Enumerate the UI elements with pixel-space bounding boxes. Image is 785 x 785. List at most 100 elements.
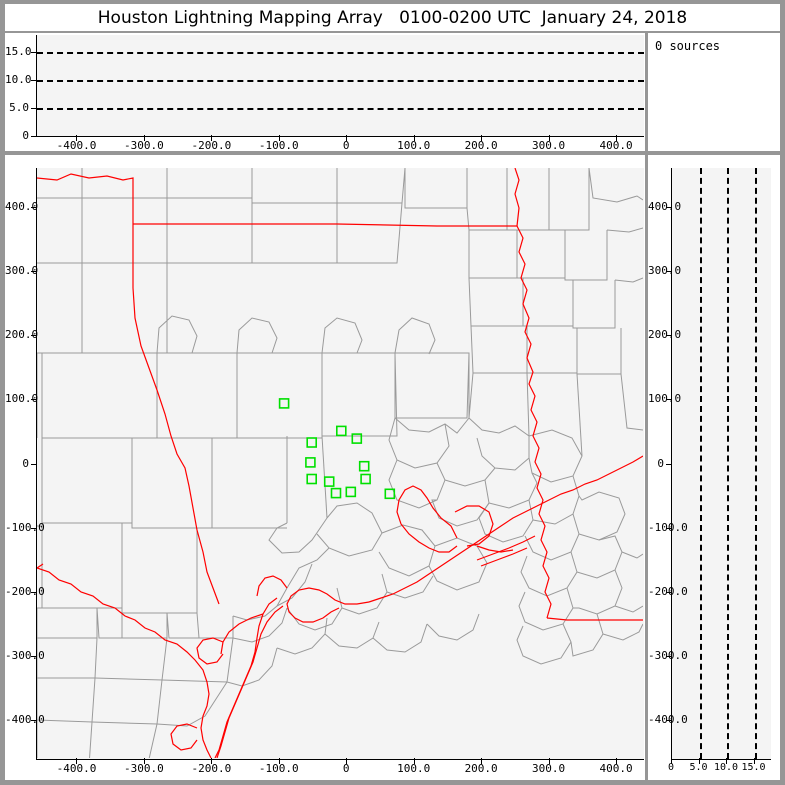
x-tick-label: 0 (342, 139, 350, 152)
y-tick-label: 400.0 (648, 199, 682, 213)
y-tick-label: 100.0 (5, 392, 39, 406)
lma-station-marker (306, 473, 318, 485)
x-tick-label: 200.0 (464, 139, 498, 152)
x-tick-label: -400.0 (56, 139, 97, 152)
y-tick-label: 400.0 (5, 199, 39, 213)
x-tickmark (76, 135, 78, 141)
x-tick-label: 300.0 (532, 762, 566, 775)
y-tick-label: 0 (657, 456, 664, 470)
x-tick-label: 100.0 (397, 762, 431, 775)
x-tick-label: 0 (342, 762, 350, 775)
y-tickmark (666, 270, 672, 272)
y-tick-label: -300.0 (648, 649, 688, 663)
x-tickmark (753, 758, 755, 764)
y-tickmark (666, 720, 672, 722)
state-borders-and-coastline (37, 168, 643, 758)
x-tickmark (143, 135, 145, 141)
gridline (754, 168, 757, 759)
x-tickmark (671, 758, 672, 764)
lma-station-marker (360, 473, 371, 485)
lma-station-marker (384, 488, 396, 500)
county-borders (37, 168, 643, 758)
y-tickmark (666, 656, 672, 658)
source-count-panel: 0 sources (648, 33, 780, 151)
x-tickmark (76, 758, 78, 764)
x-tick-label: -200.0 (191, 762, 232, 775)
gridline (699, 168, 702, 759)
lma-station-marker (358, 460, 370, 472)
x-tickmark (616, 135, 618, 141)
x-tick-label: -100.0 (258, 762, 299, 775)
x-tick-label: 10.0 (713, 762, 739, 773)
x-tick-label: -300.0 (124, 762, 164, 775)
x-tickmark (346, 758, 348, 764)
y-tickmark (666, 206, 672, 208)
x-tick-label: -200.0 (191, 139, 232, 152)
x-tick-label: 5.0 (689, 762, 708, 773)
x-tickmark (726, 758, 727, 764)
lma-station-marker (330, 487, 342, 499)
y-tickmark (31, 136, 37, 137)
x-tick-label: 300.0 (532, 139, 566, 152)
source-count-label: 0 sources (655, 39, 721, 53)
x-tick-label: 0 (667, 762, 675, 773)
x-tick-label: 100.0 (397, 139, 431, 152)
gridline (727, 168, 729, 759)
x-tick-label: 200.0 (464, 762, 498, 775)
x-tickmark (616, 758, 618, 764)
lma-station-marker (351, 433, 363, 444)
y-tick-label: 0 (22, 129, 29, 142)
x-tick-label: 400.0 (599, 762, 633, 775)
x-tickmark (278, 758, 280, 764)
x-tick-label: -300.0 (124, 139, 164, 152)
x-tick-label: -100.0 (258, 139, 299, 152)
y-tickmark (31, 399, 37, 401)
y-tickmark (666, 463, 672, 465)
y-tickmark (31, 79, 37, 81)
lma-station-marker (323, 476, 335, 487)
x-tickmark (278, 135, 280, 141)
lma-station-marker (306, 437, 318, 448)
gridline (37, 107, 644, 110)
y-tickmark (31, 206, 37, 208)
map-geography (37, 168, 643, 758)
plan-view-map-plot (36, 168, 644, 760)
x-tick-label: -400.0 (56, 762, 97, 775)
y-tick-label: 15.0 (5, 44, 32, 58)
y-tick-label: -300.0 (5, 649, 45, 663)
x-tickmark (346, 135, 348, 141)
y-tick-label: -100.0 (648, 520, 688, 534)
y-tickmark (31, 270, 37, 272)
y-tickmark (31, 656, 37, 658)
y-tick-label: -400.0 (5, 713, 45, 727)
gridline (37, 79, 644, 82)
x-tickmark (413, 135, 415, 141)
lma-station-marker (278, 398, 290, 409)
y-tick-label: 5.0 (9, 100, 29, 114)
y-tickmark (31, 527, 37, 529)
y-tickmark (666, 591, 672, 593)
y-tickmark (31, 720, 37, 722)
y-tick-label: -100.0 (5, 520, 45, 534)
y-tick-label: 200.0 (648, 328, 682, 342)
x-tickmark (548, 135, 550, 141)
x-tickmark (481, 135, 483, 141)
plan-view-map-panel: -400.0 -300.0 -200.0 -100.0 0 100.0 200.0 300.0… (5, 155, 645, 780)
y-tickmark (31, 463, 37, 465)
x-tickmark (143, 758, 145, 764)
y-tick-label: -200.0 (648, 584, 688, 598)
altitude-vs-north-plot (671, 168, 771, 760)
y-tick-label: 10.0 (5, 72, 32, 86)
y-tickmark (31, 51, 37, 53)
y-tickmark (666, 335, 672, 337)
lma-station-marker (305, 457, 316, 468)
y-tickmark (666, 399, 672, 401)
y-tickmark (31, 591, 37, 593)
gridline (37, 51, 644, 54)
y-tick-label: 300.0 (648, 263, 682, 277)
y-tickmark (31, 107, 37, 109)
altitude-vs-north-panel: 0 5.0 10.0 15.0 -400.0 -300.0 -200.0 -100.0 0 100… (648, 155, 780, 780)
lma-station-markers (278, 398, 396, 500)
x-tickmark (211, 758, 213, 764)
